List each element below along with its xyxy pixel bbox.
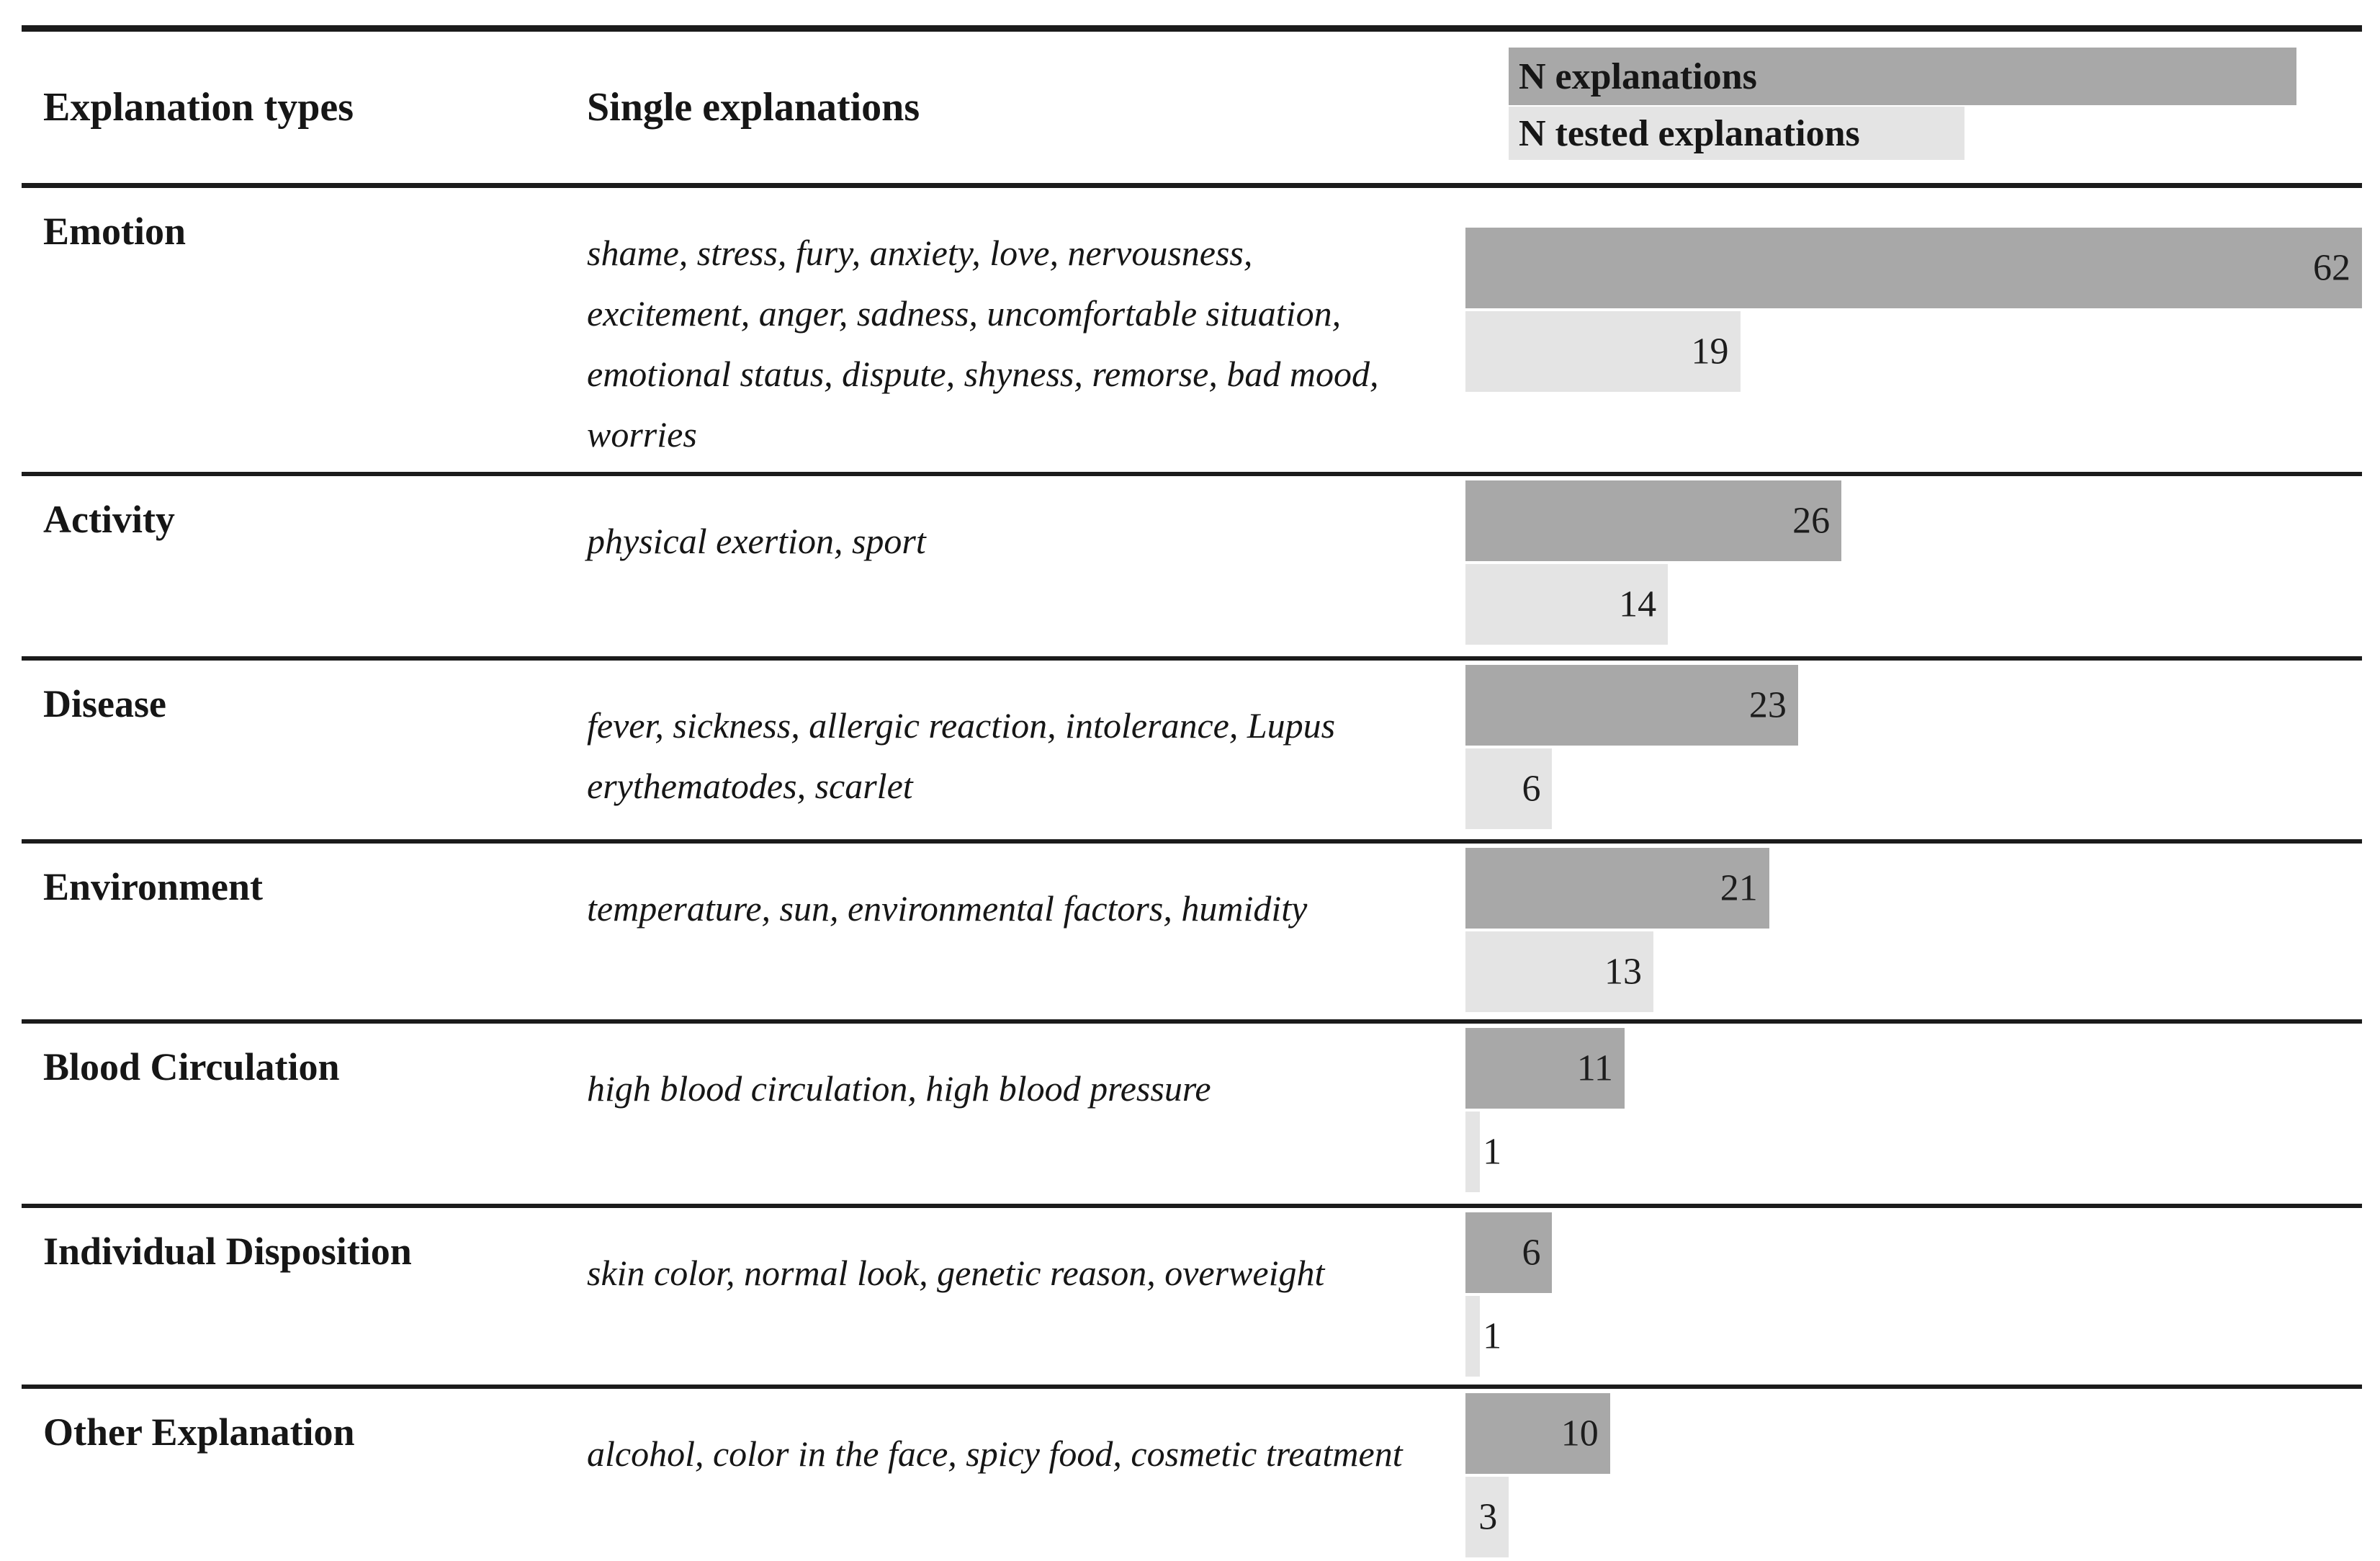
n-tested-explanations-bar: 13 xyxy=(1465,931,1654,1012)
bar-value-label: 1 xyxy=(1483,1315,1502,1357)
legend-n-explanations-label: N explanations xyxy=(1519,55,1757,97)
bar-value-label: 23 xyxy=(1748,684,1787,726)
bar-group: 62 19 xyxy=(1458,188,2362,472)
n-explanations-bar: 23 xyxy=(1465,665,1798,746)
single-explanations-text: physical exertion, sport xyxy=(587,521,926,561)
bar-value-label: 6 xyxy=(1522,1232,1541,1274)
table-row: Individual Disposition skin color, norma… xyxy=(22,1208,2362,1389)
bar-value-label: 21 xyxy=(1720,867,1758,909)
single-explanations-text: high blood circulation, high blood press… xyxy=(587,1068,1211,1109)
single-explanations-text: shame, stress, fury, anxiety, love, nerv… xyxy=(587,233,1379,455)
n-tested-explanations-bar: 1 xyxy=(1465,1296,1501,1377)
explanation-type-label: Blood Circulation xyxy=(43,1045,340,1088)
explanation-type-label: Emotion xyxy=(43,210,187,253)
n-tested-explanations-bar: 6 xyxy=(1465,748,1553,829)
legend-n-explanations: N explanations xyxy=(1509,48,2296,105)
bar-value-label: 10 xyxy=(1561,1413,1599,1454)
bar-value-label: 26 xyxy=(1792,500,1831,542)
n-tested-explanations-bar: 14 xyxy=(1465,564,1669,645)
n-explanations-bar: 6 xyxy=(1465,1212,1553,1293)
column-header-single-explanations: Single explanations xyxy=(587,85,920,130)
explanation-type-label: Environment xyxy=(43,865,264,908)
legend-n-tested-explanations-label: N tested explanations xyxy=(1519,112,1860,154)
explanation-type-label: Activity xyxy=(43,498,175,541)
table-row: Environment temperature, sun, environmen… xyxy=(22,844,2362,1024)
bar-value-label: 3 xyxy=(1478,1496,1498,1538)
table-row: Blood Circulation high blood circulation… xyxy=(22,1024,2362,1208)
bar-group: 10 3 xyxy=(1458,1389,2362,1561)
column-header-explanation-types: Explanation types xyxy=(43,85,354,130)
n-explanations-bar: 11 xyxy=(1465,1028,1625,1109)
n-explanations-bar: 62 xyxy=(1465,228,2362,308)
single-explanations-text: fever, sickness, allergic reaction, into… xyxy=(587,705,1336,806)
single-explanations-text: alcohol, color in the face, spicy food, … xyxy=(587,1433,1403,1474)
n-explanations-bar: 26 xyxy=(1465,480,1842,561)
single-explanations-text: temperature, sun, environmental factors,… xyxy=(587,888,1308,929)
explanation-type-label: Individual Disposition xyxy=(43,1230,412,1273)
n-tested-explanations-bar: 1 xyxy=(1465,1112,1501,1192)
bar-group: 23 6 xyxy=(1458,661,2362,839)
explanation-table: Explanation types Single explanations N … xyxy=(22,25,2362,1561)
table-row: Other Explanation alcohol, color in the … xyxy=(22,1389,2362,1561)
table-row: Emotion shame, stress, fury, anxiety, lo… xyxy=(22,188,2362,476)
bar-group: 11 1 xyxy=(1458,1024,2362,1204)
table-row: Activity physical exertion, sport 26 14 xyxy=(22,476,2362,661)
explanation-type-label: Other Explanation xyxy=(43,1410,355,1454)
bar-value-label: 19 xyxy=(1691,331,1729,372)
single-explanations-text: skin color, normal look, genetic reason,… xyxy=(587,1253,1325,1293)
bar-value-label: 1 xyxy=(1483,1131,1502,1173)
bar-value-label: 13 xyxy=(1604,951,1643,993)
legend-n-tested-explanations: N tested explanations xyxy=(1509,107,1964,160)
n-tested-explanations-bar: 3 xyxy=(1465,1477,1509,1557)
explanation-type-label: Disease xyxy=(43,682,166,725)
bar-value-label: 11 xyxy=(1576,1047,1613,1089)
n-explanations-bar: 21 xyxy=(1465,848,1769,929)
n-tested-explanations-bar: 19 xyxy=(1465,311,1741,392)
table-row: Disease fever, sickness, allergic reacti… xyxy=(22,661,2362,844)
n-explanations-bar: 10 xyxy=(1465,1393,1610,1474)
bar-group: 6 1 xyxy=(1458,1208,2362,1385)
bar-group: 26 14 xyxy=(1458,476,2362,656)
bar-value-label: 62 xyxy=(2313,247,2350,289)
bar-group: 21 13 xyxy=(1458,844,2362,1019)
chart-legend: N explanations N tested explanations xyxy=(1501,32,2362,183)
bar-value-label: 6 xyxy=(1522,768,1541,810)
table-header-row: Explanation types Single explanations N … xyxy=(22,32,2362,188)
bar-value-label: 14 xyxy=(1619,583,1657,625)
